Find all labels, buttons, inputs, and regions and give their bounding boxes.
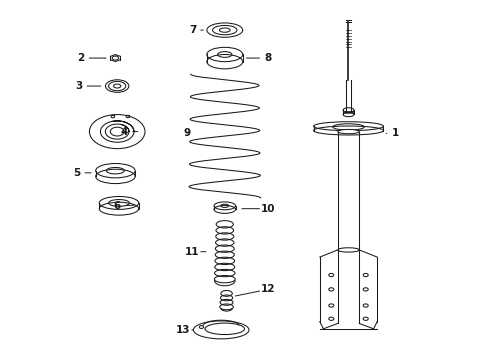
Ellipse shape — [328, 288, 333, 291]
Ellipse shape — [328, 304, 333, 307]
Text: 9: 9 — [183, 129, 190, 138]
Text: 4: 4 — [121, 127, 128, 136]
Text: 7: 7 — [188, 25, 196, 35]
Text: 10: 10 — [260, 204, 274, 214]
Text: 1: 1 — [391, 129, 398, 138]
Ellipse shape — [363, 304, 367, 307]
Text: 6: 6 — [113, 201, 121, 211]
Ellipse shape — [328, 273, 333, 276]
Text: 2: 2 — [77, 53, 84, 63]
Ellipse shape — [363, 288, 367, 291]
Ellipse shape — [328, 317, 333, 320]
Ellipse shape — [337, 130, 359, 134]
Text: 8: 8 — [264, 53, 271, 63]
Ellipse shape — [363, 273, 367, 276]
Text: 3: 3 — [75, 81, 82, 91]
Text: 11: 11 — [185, 247, 199, 257]
Ellipse shape — [363, 317, 367, 320]
Text: 12: 12 — [260, 284, 274, 294]
Ellipse shape — [337, 248, 359, 252]
Text: 5: 5 — [73, 168, 80, 178]
Text: 13: 13 — [176, 325, 190, 335]
